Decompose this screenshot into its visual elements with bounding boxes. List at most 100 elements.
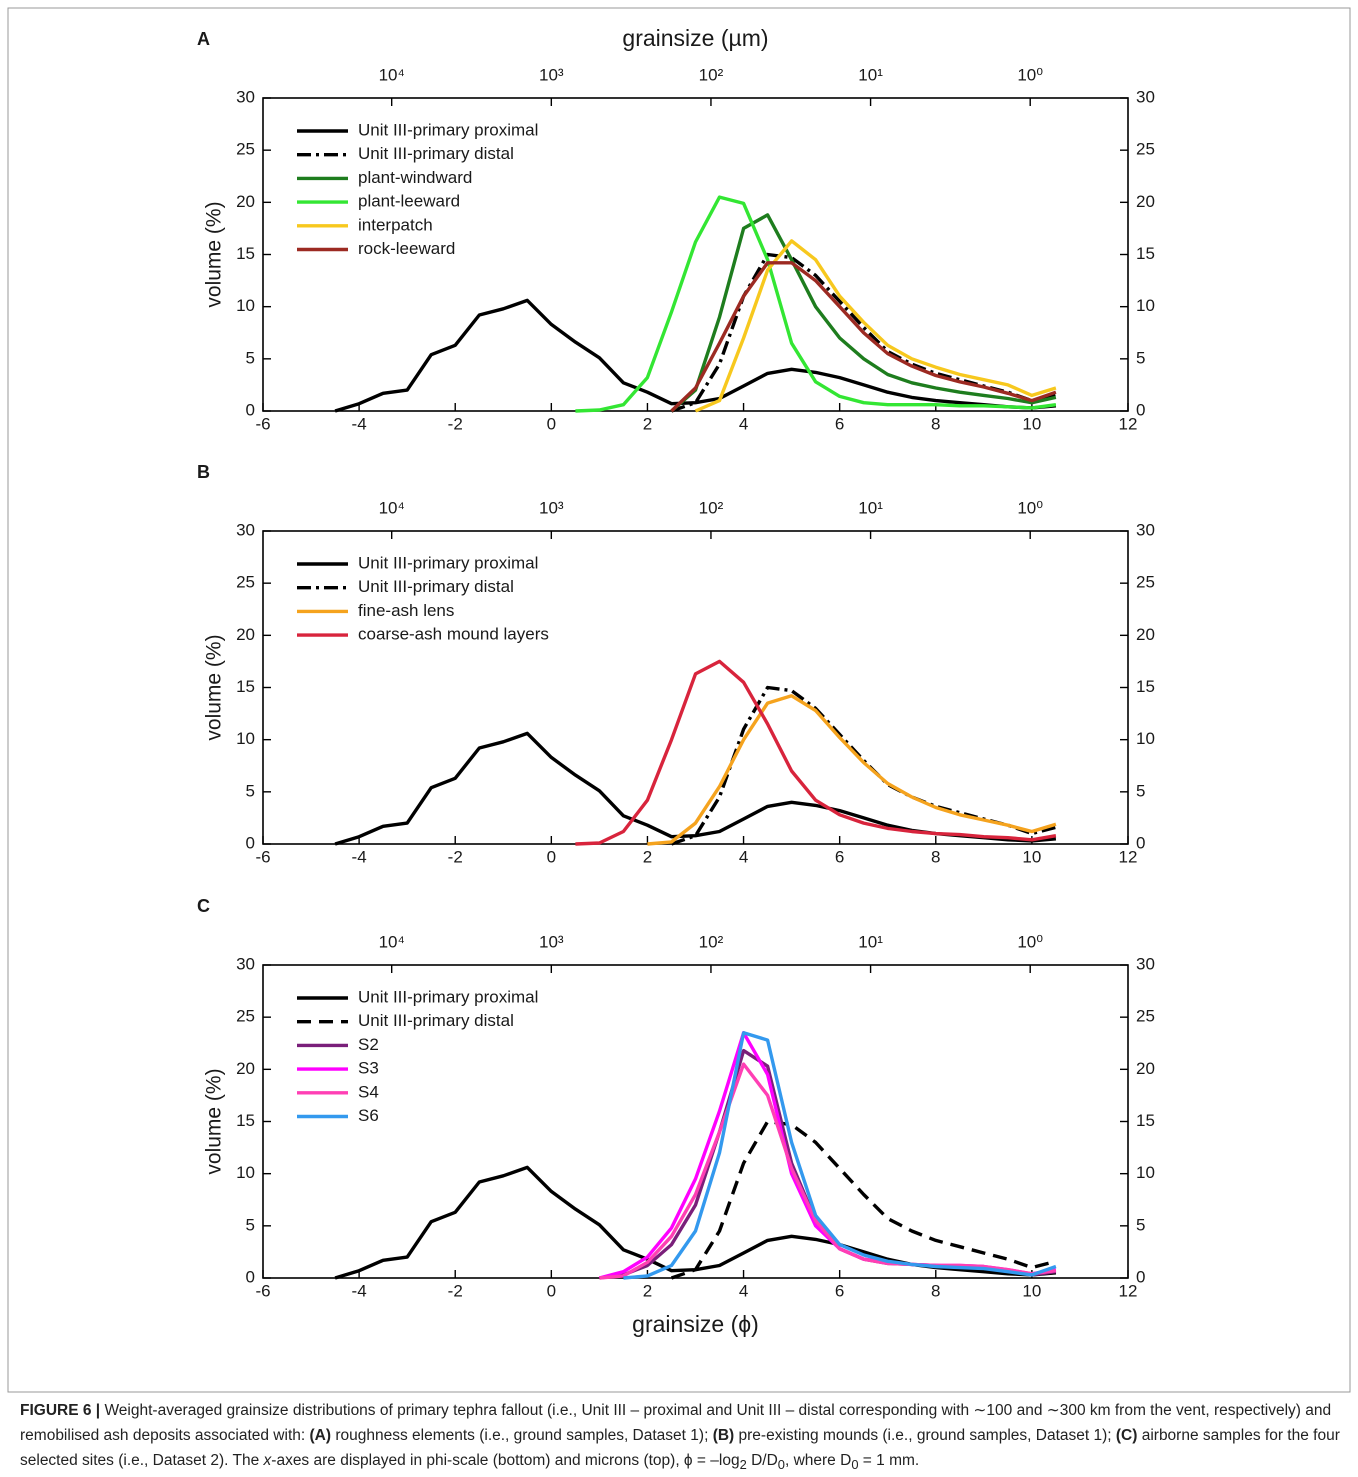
caption: FIGURE 6 | Weight-averaged grainsize dis… <box>20 1398 1340 1477</box>
y-tick-label: 25 <box>236 140 255 159</box>
caption-italic: x <box>263 1452 272 1469</box>
y-tick-label: 30 <box>236 87 255 106</box>
series-line <box>575 659 1057 846</box>
y2-tick-label: 15 <box>1136 677 1155 696</box>
series-line <box>647 694 1057 846</box>
legend-label: plant-leeward <box>358 192 460 211</box>
y-tick-label: 15 <box>236 1111 255 1130</box>
x-axis-title: grainsize (ϕ) <box>632 1311 759 1337</box>
caption-ref: (B) <box>712 1427 735 1444</box>
series-line <box>599 1048 1057 1280</box>
y-tick-label: 5 <box>246 348 255 367</box>
series-line <box>694 239 1057 413</box>
legend-label: Unit III-primary distal <box>358 144 514 163</box>
x-tick-label: 0 <box>547 414 556 433</box>
caption-sub: 0 <box>851 1457 859 1473</box>
x-tick-label: -4 <box>352 414 367 433</box>
x2-tick-label: 10¹ <box>858 65 883 84</box>
y2-tick-label: 20 <box>1136 192 1155 211</box>
x-tick-label: 6 <box>835 847 844 866</box>
y2-tick-label: 15 <box>1136 1111 1155 1130</box>
x-tick-label: 10 <box>1022 1281 1041 1300</box>
legend-label: S3 <box>358 1059 379 1078</box>
x-tick-label: 6 <box>835 1281 844 1300</box>
caption-text: roughness elements (i.e., ground samples… <box>331 1427 713 1444</box>
panel-label: C <box>197 896 210 916</box>
y-tick-label: 0 <box>246 833 255 852</box>
y-tick-label: 10 <box>236 729 255 748</box>
x2-tick-label: 10⁰ <box>1017 932 1043 951</box>
y2-tick-label: 5 <box>1136 348 1145 367</box>
x2-tick-label: 10⁴ <box>379 498 405 517</box>
legend-label: S4 <box>358 1082 379 1101</box>
y-tick-label: 15 <box>236 677 255 696</box>
legend-label: plant-windward <box>358 168 472 187</box>
x-tick-label: 12 <box>1119 414 1138 433</box>
x2-tick-label: 10² <box>699 65 724 84</box>
y-tick-label: 20 <box>236 1059 255 1078</box>
caption-label: FIGURE 6 | <box>20 1402 101 1419</box>
caption-sub: 0 <box>777 1457 785 1473</box>
series-line <box>670 213 1057 413</box>
x2-tick-label: 10⁴ <box>379 65 405 84</box>
legend-label: Unit III-primary proximal <box>358 987 538 1006</box>
x-tick-label: -2 <box>448 1281 463 1300</box>
y2-tick-label: 30 <box>1136 87 1155 106</box>
y2-tick-label: 25 <box>1136 140 1155 159</box>
series-line <box>334 1165 1057 1280</box>
x2-tick-label: 10⁴ <box>379 932 405 951</box>
legend-label: S2 <box>358 1035 379 1054</box>
x-tick-label: -6 <box>255 1281 270 1300</box>
x2-tick-label: 10³ <box>539 498 564 517</box>
x-tick-label: 4 <box>739 847 748 866</box>
x2-axis-title: grainsize (µm) <box>622 25 768 51</box>
legend-label: Unit III-primary distal <box>358 1011 514 1030</box>
y-tick-label: 0 <box>246 400 255 419</box>
y-tick-label: 25 <box>236 1007 255 1026</box>
y2-tick-label: 15 <box>1136 244 1155 263</box>
y-tick-label: 25 <box>236 573 255 592</box>
caption-text: -axes are displayed in phi-scale (bottom… <box>271 1452 740 1469</box>
y2-tick-label: 0 <box>1136 400 1145 419</box>
y-tick-label: 0 <box>246 1267 255 1286</box>
panel-label: A <box>197 29 210 49</box>
caption-text: airborne samples for the four selected s… <box>20 1427 1340 1469</box>
legend-label: Unit III-primary proximal <box>358 553 538 572</box>
legend-label: coarse-ash mound layers <box>358 625 549 644</box>
y2-tick-label: 5 <box>1136 1215 1145 1234</box>
caption-text: pre-existing mounds (i.e., ground sample… <box>734 1427 1116 1444</box>
y-tick-label: 15 <box>236 244 255 263</box>
x-tick-label: 10 <box>1022 414 1041 433</box>
x-tick-label: -4 <box>352 1281 367 1300</box>
x2-tick-label: 10³ <box>539 65 564 84</box>
caption-text: , where D <box>784 1452 852 1469</box>
x-tick-label: 12 <box>1119 847 1138 866</box>
x-tick-label: -6 <box>255 414 270 433</box>
y-tick-label: 10 <box>236 296 255 315</box>
x-tick-label: 10 <box>1022 847 1041 866</box>
caption-text: D/D <box>746 1452 778 1469</box>
y-tick-label: 30 <box>236 954 255 973</box>
y2-tick-label: 20 <box>1136 1059 1155 1078</box>
x-tick-label: 0 <box>547 1281 556 1300</box>
x-tick-label: 4 <box>739 414 748 433</box>
series-line <box>334 731 1057 846</box>
y2-tick-label: 0 <box>1136 833 1145 852</box>
y2-tick-label: 5 <box>1136 781 1145 800</box>
figure-frame <box>7 7 1351 1393</box>
y-axis-title: volume (%) <box>203 634 226 740</box>
series-line <box>623 1031 1057 1280</box>
series-line <box>575 195 1057 413</box>
caption-text: Weight-averaged grainsize distributions … <box>20 1402 1332 1444</box>
y2-tick-label: 10 <box>1136 296 1155 315</box>
x-tick-label: -4 <box>352 847 367 866</box>
x-tick-label: -6 <box>255 847 270 866</box>
y-tick-label: 20 <box>236 625 255 644</box>
x-tick-label: 8 <box>931 1281 940 1300</box>
x2-tick-label: 10¹ <box>858 498 883 517</box>
y2-tick-label: 10 <box>1136 1163 1155 1182</box>
panel-label: B <box>197 462 210 482</box>
x2-tick-label: 10³ <box>539 932 564 951</box>
x-tick-label: 2 <box>643 847 652 866</box>
